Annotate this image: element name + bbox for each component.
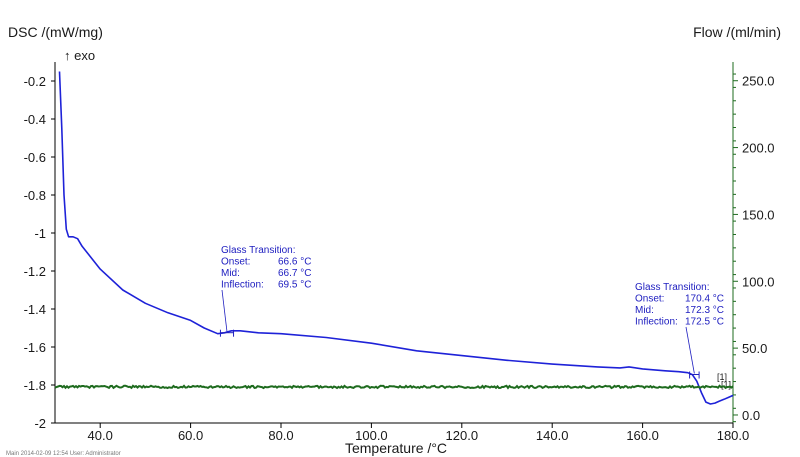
x-tick-label: 40.0 [88,428,113,443]
left-tick-label: -0.6 [24,150,46,165]
x-tick-label: 140.0 [536,428,569,443]
left-tick-label: -1.6 [24,340,46,355]
left-tick-label: -1.4 [24,302,46,317]
annotation-label: Onset: [221,257,250,268]
annotation-label: Inflection: [221,280,264,291]
left-tick-label: -1.8 [24,378,46,393]
right-tick-label: 50.0 [742,341,767,356]
annotation-label: Glass Transition: [635,282,709,293]
flow-series-line [54,384,734,390]
footer-status: Main 2014-02-09 12:54 User: Administrato… [6,451,121,457]
annotation-value: 172.3 °C [685,305,724,316]
exo-direction-note: ↑ exo [64,48,95,63]
annotation-value: 66.7 °C [278,268,311,279]
annotation-leader [221,289,228,332]
x-tick-label: 180.0 [717,428,750,443]
right-axis-title: Flow /(ml/min) [693,24,781,40]
annotation-label: Mid: [635,305,654,316]
annotation-value: 172.5 °C [685,317,724,328]
annotation-label: Onset: [635,294,664,305]
x-tick-label: 160.0 [626,428,659,443]
annotation-label: Mid: [221,268,240,279]
annotation-leader [685,326,695,374]
left-tick-label: -1 [34,226,46,241]
annotation-label: Inflection: [635,317,678,328]
left-tick-label: -0.2 [24,74,46,89]
dsc-series-line [58,71,734,405]
left-tick-label: -1.2 [24,264,46,279]
x-tick-label: 120.0 [446,428,479,443]
right-tick-label: 250.0 [742,74,775,89]
annotation-label: Glass Transition: [221,245,295,256]
flow-series-end-label: [1] [717,372,727,382]
annotation-value: 69.5 °C [278,280,311,291]
left-tick-label: -2 [34,416,46,431]
left-axis-title: DSC /(mW/mg) [8,24,103,40]
right-tick-label: 100.0 [742,274,775,289]
x-tick-label: 60.0 [178,428,203,443]
right-tick-label: 0.0 [742,408,760,423]
left-tick-label: -0.4 [24,112,46,127]
x-tick-label: 100.0 [355,428,388,443]
x-axis-title: Temperature /°C [345,440,447,456]
right-tick-label: 200.0 [742,141,775,156]
left-tick-label: -0.8 [24,188,46,203]
annotation-value: 66.6 °C [278,257,311,268]
annotation-value: 170.4 °C [685,294,724,305]
right-tick-label: 150.0 [742,207,775,222]
x-tick-label: 80.0 [268,428,293,443]
dsc-series-end-label: [1] [721,379,731,389]
